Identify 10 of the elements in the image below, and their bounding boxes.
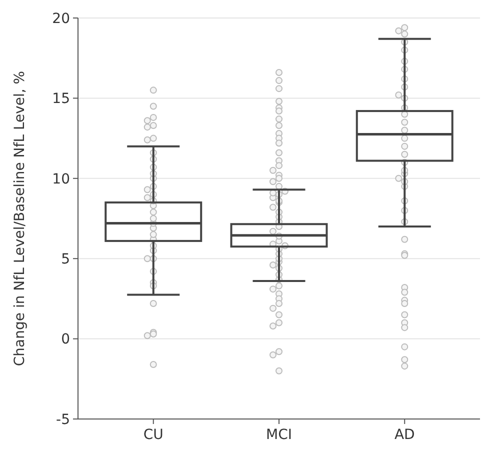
y-tick-label: 0 bbox=[61, 332, 70, 348]
y-tick-label: 15 bbox=[52, 91, 70, 108]
x-tick-label: MCI bbox=[266, 427, 292, 443]
y-axis-title: Change in NfL Level/Baseline NfL Level, % bbox=[12, 70, 28, 366]
x-tick-label: CU bbox=[143, 427, 164, 443]
y-tick-label: -5 bbox=[56, 412, 70, 428]
y-tick-label: 10 bbox=[52, 171, 70, 188]
y-tick-label: 20 bbox=[52, 10, 70, 27]
x-tick-label: AD bbox=[394, 427, 415, 443]
y-tick-label: 5 bbox=[61, 252, 70, 268]
